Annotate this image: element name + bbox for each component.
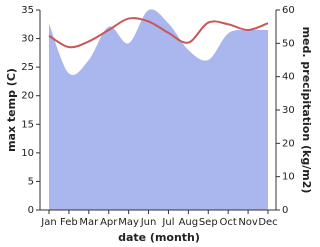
y-tick-label: 25 — [21, 62, 34, 73]
y-tick-label: 20 — [21, 91, 34, 102]
y2-tick-label: 30 — [282, 105, 295, 116]
x-tick-label: Jul — [161, 217, 174, 228]
x-tick-label: Mar — [79, 217, 99, 228]
x-tick-label: Apr — [100, 217, 118, 228]
x-tick-label: Jun — [140, 217, 157, 228]
y2-tick-label: 20 — [282, 138, 295, 149]
x-tick-label: Dec — [258, 217, 277, 228]
x-axis-title: date (month) — [118, 231, 200, 244]
y2-axis-title: med. precipitation (kg/m2) — [300, 27, 313, 194]
x-tick-label: May — [118, 217, 139, 228]
y2-tick-label: 60 — [282, 5, 295, 16]
y2-tick-label: 10 — [282, 172, 295, 183]
y-tick-label: 10 — [21, 148, 34, 159]
x-tick-label: Oct — [220, 217, 237, 228]
y2-tick-label: 50 — [282, 38, 295, 49]
x-tick-label: Sep — [199, 217, 218, 228]
x-tick-label: Jan — [40, 217, 56, 228]
y-tick-label: 35 — [21, 5, 34, 16]
x-tick-label: Feb — [60, 217, 78, 228]
y2-tick-label: 0 — [282, 205, 288, 216]
y-tick-label: 30 — [21, 34, 34, 45]
precipitation-area — [49, 9, 268, 210]
temperature-line — [48, 17, 269, 49]
x-tick-label: Aug — [179, 217, 199, 228]
y2-tick-label: 40 — [282, 72, 295, 83]
y-tick-label: 5 — [28, 176, 34, 187]
y-tick-label: 15 — [21, 119, 34, 130]
x-tick-label: Nov — [238, 217, 258, 228]
y-axis-title: max temp (C) — [5, 68, 18, 152]
y-tick-label: 0 — [28, 205, 34, 216]
